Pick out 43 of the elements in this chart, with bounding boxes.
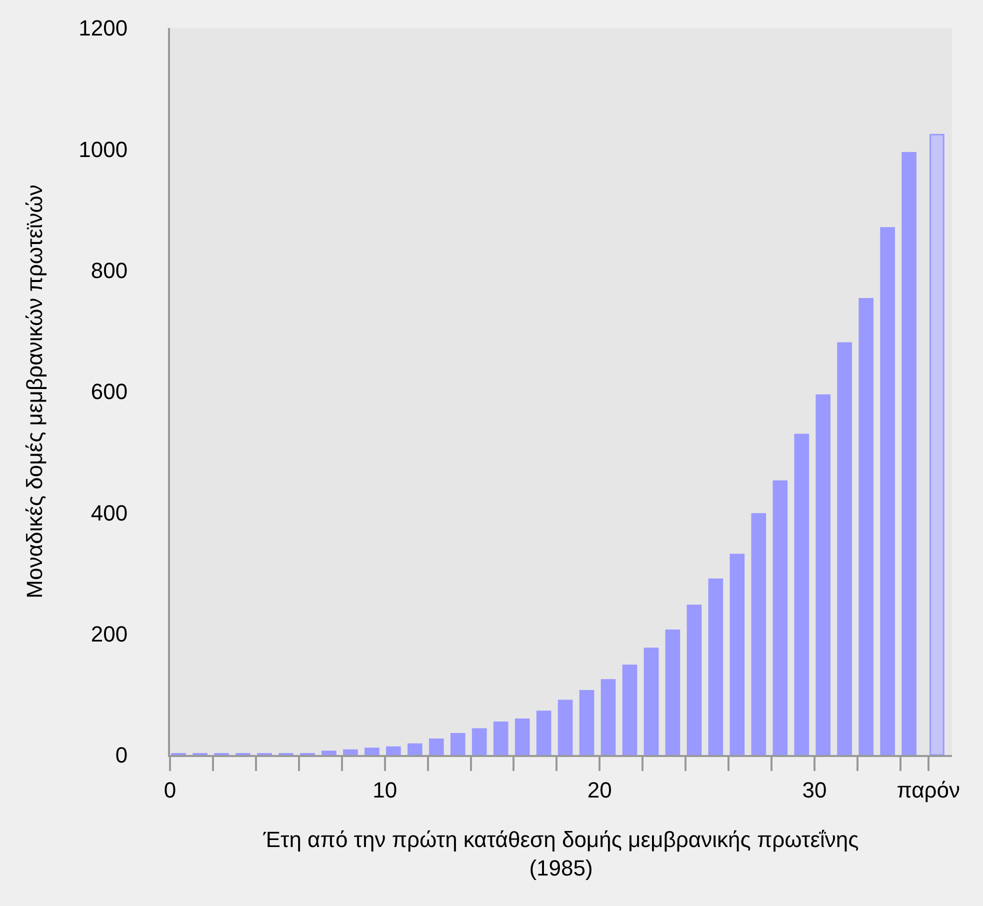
y-tick-label: 800 — [90, 258, 128, 284]
y-axis-title: Μοναδικές δομές μεμβρανικών πρωτεϊνών — [22, 184, 47, 598]
x-tick-label: παρόν — [896, 777, 960, 802]
bar — [364, 748, 380, 755]
bar — [837, 342, 852, 755]
bar — [472, 728, 487, 755]
bar — [322, 750, 336, 755]
bar — [408, 743, 422, 755]
bar — [558, 700, 573, 755]
bar — [930, 134, 944, 755]
x-tick-label: 0 — [164, 777, 176, 802]
x-tick-label: 20 — [587, 777, 612, 802]
bar — [428, 738, 444, 755]
bar — [343, 749, 358, 755]
x-axis-title: Έτη από την πρώτη κατάθεση δομής μεμβρανικής πρωτεΐνης (1985) — [262, 826, 859, 880]
bar — [386, 746, 401, 755]
x-tick-label: 30 — [802, 777, 827, 802]
bar — [902, 152, 916, 755]
bar — [686, 604, 702, 755]
bar — [880, 227, 895, 755]
bar — [794, 434, 810, 755]
bar — [644, 648, 659, 755]
y-tick-label: 1200 — [78, 16, 128, 41]
bar — [858, 298, 874, 755]
y-tick-label: 1000 — [78, 136, 128, 162]
x-tick-label: 10 — [372, 777, 398, 802]
y-tick-label: 0 — [115, 742, 128, 768]
bar — [665, 629, 680, 755]
y-tick-label: 400 — [90, 500, 128, 526]
bar — [730, 554, 745, 755]
bar — [493, 722, 508, 755]
bar — [536, 710, 552, 755]
y-tick-label: 200 — [90, 622, 128, 647]
bar — [450, 733, 466, 755]
bar — [772, 480, 788, 755]
bar — [514, 718, 530, 755]
bar — [600, 679, 616, 755]
bar — [708, 578, 724, 755]
y-tick-label: 600 — [90, 379, 128, 404]
bar — [579, 690, 594, 755]
bar — [751, 513, 766, 755]
bar — [622, 664, 638, 755]
bar — [816, 394, 831, 755]
